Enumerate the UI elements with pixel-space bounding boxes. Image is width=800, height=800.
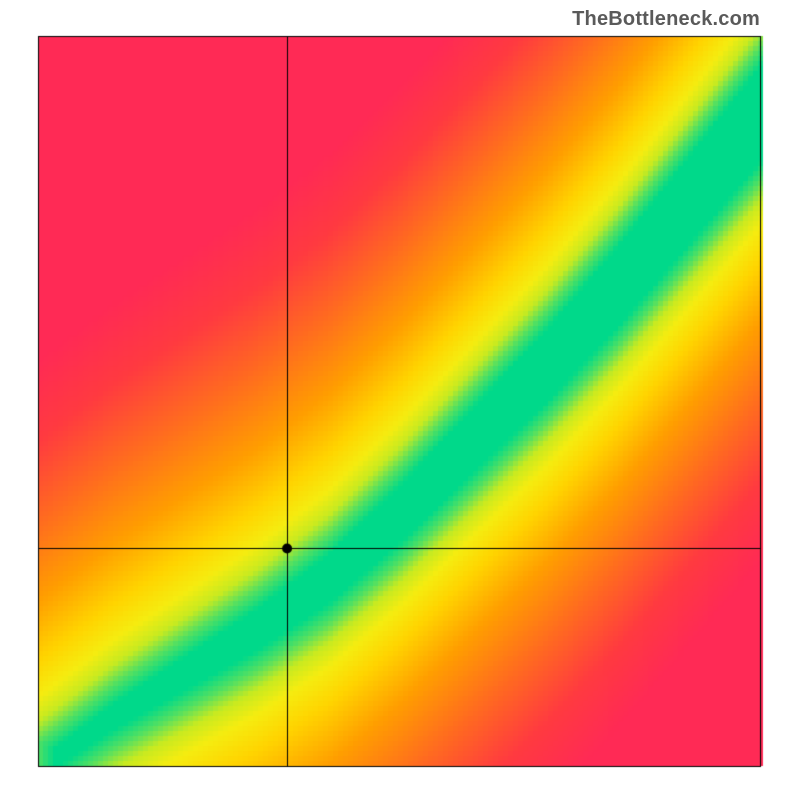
chart-container: TheBottleneck.com [0,0,800,800]
watermark-text: TheBottleneck.com [572,8,760,31]
heatmap-canvas [0,0,800,800]
